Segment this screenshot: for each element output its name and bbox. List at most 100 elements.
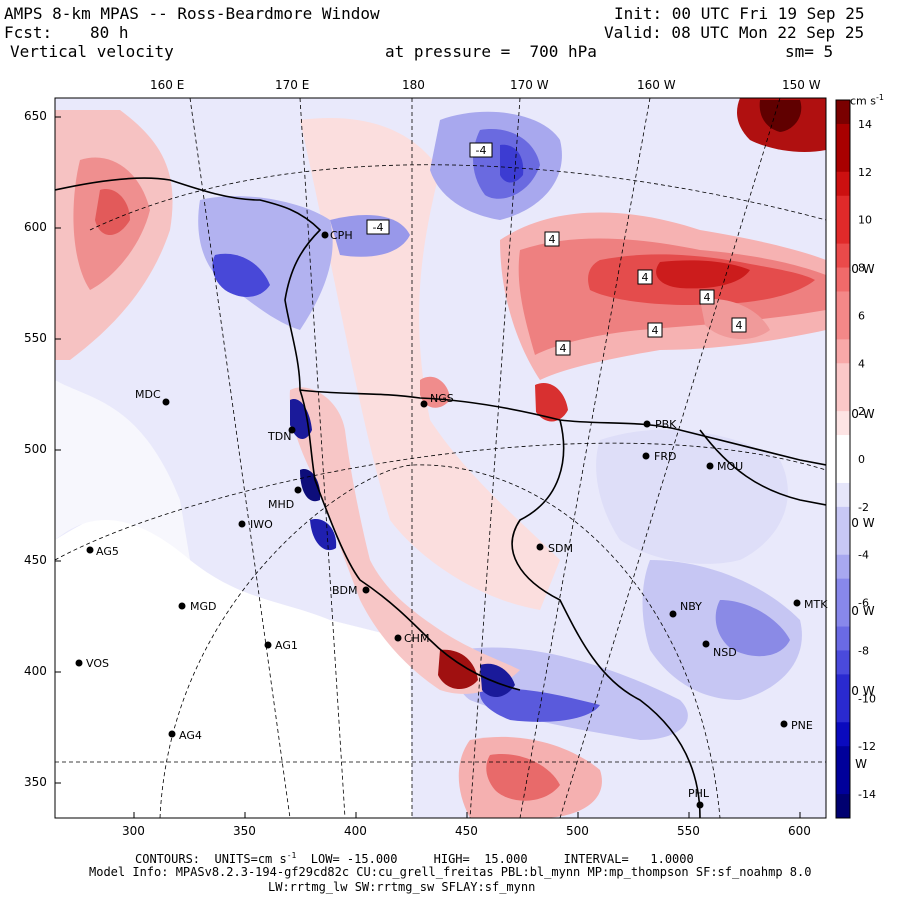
colorbar-tick-label: 10 (858, 214, 872, 227)
svg-text:IWO: IWO (250, 518, 273, 531)
station-frd: FRD (642, 450, 676, 463)
colorbar-tick-label: 2 (858, 405, 865, 418)
svg-text:CHM: CHM (404, 632, 429, 645)
contour-label: -4 (366, 219, 390, 235)
colorbar-swatch (836, 387, 850, 412)
svg-text:4: 4 (736, 319, 743, 332)
lon-label: 170 E (275, 78, 310, 92)
colorbar-tick-label: 12 (858, 166, 872, 179)
station-chm: CHM (394, 632, 429, 645)
svg-text:MHD: MHD (268, 498, 294, 511)
svg-text:AG5: AG5 (96, 545, 119, 558)
colorbar: 14 12 10 8 6 4 2 0 -2 -4 -6 -8 -10 -12 -14 (835, 99, 876, 819)
colorbar-swatch (836, 794, 850, 819)
svg-text:NGS: NGS (430, 392, 454, 405)
colorbar-swatch (836, 100, 850, 125)
svg-text:PBK: PBK (655, 418, 677, 431)
y-tick-label: 500 (24, 442, 47, 456)
station-ngs: NGS (420, 392, 454, 408)
colorbar-swatch (836, 554, 850, 580)
smoothing-value: sm= 5 (785, 42, 834, 61)
model-info: Model Info: MPASv8.2.3-194-gf29cd82c CU:… (89, 865, 812, 879)
station-mhd: MHD (268, 486, 302, 511)
colorbar-swatch (836, 626, 850, 651)
plot-title: AMPS 8-km MPAS -- Ross-Beardmore Window (4, 4, 380, 23)
lon-label: 150 W (782, 78, 821, 92)
lon-label: 160 W (637, 78, 676, 92)
forecast-label: Fcst: (4, 23, 53, 42)
contour-label: -4 (469, 142, 493, 158)
colorbar-swatch (836, 459, 850, 484)
svg-text:MOU: MOU (717, 460, 743, 473)
colorbar-swatch (836, 602, 850, 628)
y-tick-label: 600 (24, 220, 47, 234)
contour-labels: 4 -4 4 4 4 4 4 -4 (366, 142, 747, 356)
y-tick-label: 450 (24, 553, 47, 567)
y-tick-label: 350 (24, 775, 47, 789)
x-tick-label: 450 (455, 824, 478, 838)
contour-label: 4 (647, 322, 663, 338)
svg-text:SDM: SDM (548, 542, 573, 555)
svg-text:4: 4 (642, 271, 649, 284)
colorbar-swatch (836, 411, 850, 436)
colorbar-swatch (836, 674, 850, 699)
colorbar-swatch (836, 243, 850, 269)
x-tick-label: 600 (788, 824, 811, 838)
lon-label: 170 W (510, 78, 549, 92)
colorbar-swatch (836, 482, 850, 508)
svg-text:TDN: TDN (267, 430, 291, 443)
colorbar-swatch (836, 267, 850, 292)
negative-region-coast (198, 196, 333, 330)
contour-info: CONTOURS: UNITS=cm s-1 LOW= -15.000 HIGH… (135, 851, 694, 866)
contour-label: 4 (637, 269, 653, 285)
svg-text:MDC: MDC (135, 388, 161, 401)
colorbar-swatch (836, 650, 850, 675)
colorbar-swatch (836, 722, 850, 747)
svg-text:PNE: PNE (791, 719, 813, 732)
colorbar-tick-label: -6 (858, 597, 869, 610)
colorbar-swatch (836, 698, 850, 723)
x-tick-label: 300 (122, 824, 145, 838)
init-time: Init: 00 UTC Fri 19 Sep 25 (614, 4, 865, 23)
svg-text:AG1: AG1 (275, 639, 298, 652)
stations: MDC TDN MHD IWO AG5 MGD AG1 VOS AG4 BDM … (75, 229, 828, 809)
contour-label: 4 (699, 289, 715, 305)
y-tick-label: 650 (24, 109, 47, 123)
x-tick-label: 400 (344, 824, 367, 838)
colorbar-tick-label: -12 (858, 740, 876, 753)
svg-text:-4: -4 (373, 221, 384, 234)
contour-label: 4 (544, 231, 560, 247)
svg-text:FRD: FRD (654, 450, 676, 463)
colorbar-swatch (836, 770, 850, 795)
colorbar-frame (835, 99, 851, 819)
colorbar-swatch (836, 147, 850, 173)
colorbar-swatch (836, 578, 850, 604)
y-tick-label: 400 (24, 664, 47, 678)
x-tick-label: 350 (233, 824, 256, 838)
colorbar-tick-label: -14 (858, 788, 876, 801)
svg-text:4: 4 (652, 324, 659, 337)
forecast-hour: 80 h (90, 23, 129, 42)
colorbar-swatch (836, 291, 850, 316)
station-ag1: AG1 (264, 639, 298, 652)
colorbar-swatch (836, 123, 850, 149)
svg-text:4: 4 (549, 233, 556, 246)
x-tick-label: 550 (677, 824, 700, 838)
x-tick-label: 500 (566, 824, 589, 838)
colorbar-swatch (836, 746, 850, 771)
svg-text:CPH: CPH (330, 229, 353, 242)
colorbar-swatch (836, 435, 850, 460)
station-mtk: MTK (793, 598, 828, 611)
colorbar-tick-label: 8 (858, 262, 865, 275)
valid-time: Valid: 08 UTC Mon 22 Sep 25 (604, 23, 865, 42)
colorbar-tick-label: -10 (858, 692, 876, 705)
graticule (55, 98, 826, 818)
station-tdn: TDN (267, 426, 296, 443)
colorbar-swatch (836, 363, 850, 388)
station-mgd: MGD (178, 600, 217, 613)
station-mdc: MDC (135, 388, 170, 406)
y-ticks (55, 116, 61, 784)
colorbar-swatch (836, 195, 850, 221)
svg-text:MTK: MTK (804, 598, 828, 611)
